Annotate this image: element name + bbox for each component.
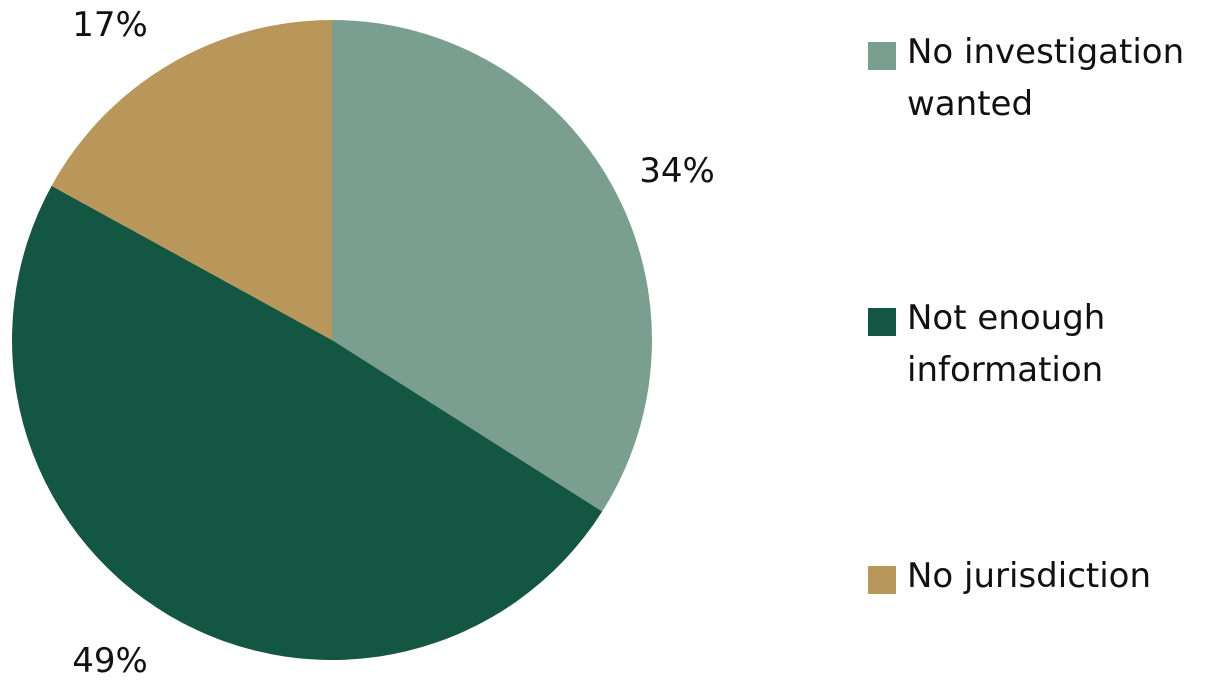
legend-swatch-no-investigation-wanted — [868, 42, 896, 70]
legend-label-line: information — [907, 350, 1104, 390]
data-label-no-jurisdiction: 17% — [72, 5, 148, 45]
legend-item-no-jurisdiction: No jurisdiction — [868, 550, 1207, 602]
pie-slice-not-enough-information — [11, 185, 603, 661]
pie-data-labels: 34% 49% 17% — [72, 5, 715, 680]
legend-item-no-investigation-wanted: No investigation wanted — [868, 26, 1207, 130]
pie-slices — [11, 20, 652, 661]
legend-label-line: No jurisdiction — [907, 556, 1152, 596]
legend-label-not-enough-information: Not enough information — [907, 292, 1207, 396]
legend-label-no-jurisdiction: No jurisdiction — [907, 550, 1207, 602]
pie-slice-no-jurisdiction — [51, 20, 333, 340]
legend-label-line: Not enough — [907, 298, 1106, 338]
legend-label-no-investigation-wanted: No investigation wanted — [907, 26, 1207, 130]
legend-item-not-enough-information: Not enough information — [868, 292, 1207, 396]
data-label-not-enough-information: 49% — [72, 641, 148, 680]
legend-swatch-no-jurisdiction — [868, 566, 896, 594]
pie-slice-no-investigation-wanted — [332, 20, 652, 512]
legend-swatch-not-enough-information — [868, 308, 896, 336]
data-label-no-investigation-wanted: 34% — [639, 151, 715, 191]
legend: No investigation wanted Not enough infor… — [868, 0, 1229, 680]
legend-label-line: wanted — [907, 84, 1034, 124]
legend-label-line: No investigation — [907, 32, 1185, 72]
